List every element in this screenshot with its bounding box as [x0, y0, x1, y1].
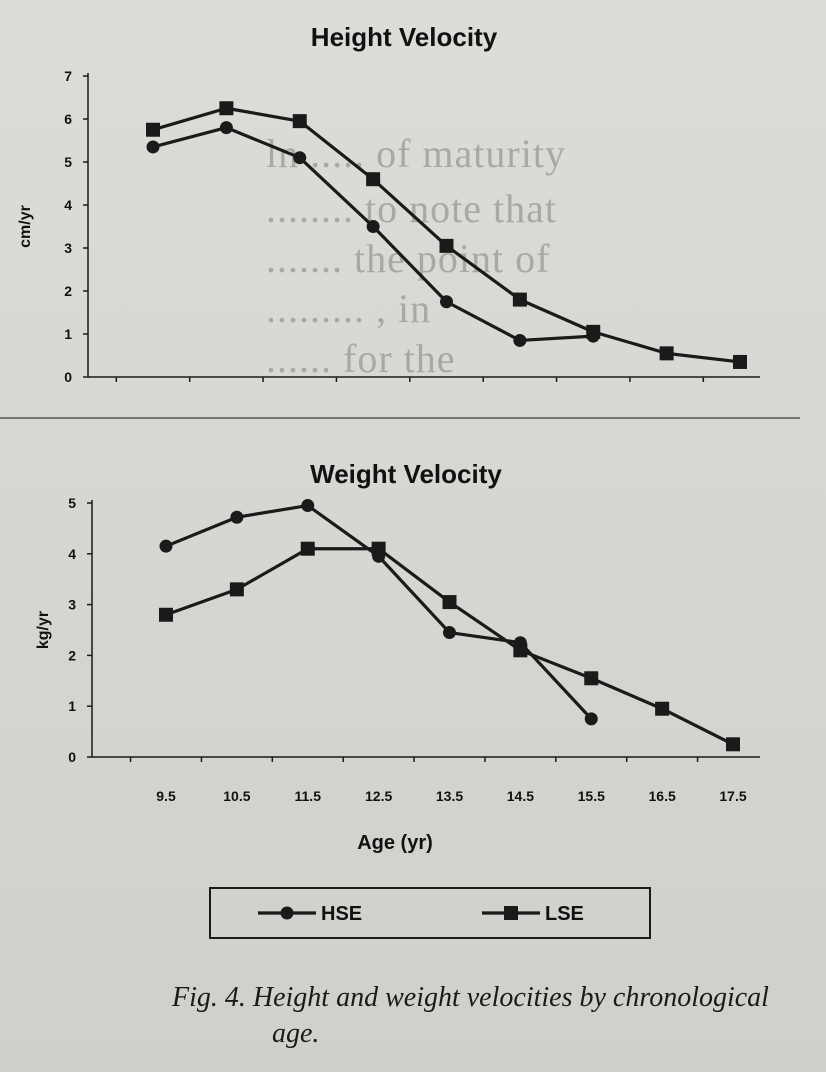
data-point-lse	[292, 114, 307, 129]
data-point-lse	[219, 101, 234, 116]
x-tick-label: 13.5	[436, 788, 463, 804]
data-point-hse	[230, 510, 244, 524]
legend-box	[209, 887, 651, 939]
data-point-hse	[513, 333, 527, 347]
legend-label-lse: LSE	[545, 903, 584, 925]
data-point-lse	[159, 607, 173, 622]
figure-caption: Fig. 4. Height and weight velocities by …	[172, 980, 802, 1052]
data-point-hse	[443, 626, 456, 640]
x-tick-label: 16.5	[649, 788, 676, 804]
data-point-lse	[655, 701, 670, 716]
data-point-lse	[586, 324, 601, 339]
x-tick-label: 14.5	[507, 788, 534, 804]
data-point-lse	[733, 354, 747, 369]
y-tick-label: 3	[68, 597, 76, 613]
y-tick-label: 2	[68, 647, 76, 663]
data-point-lse	[659, 346, 674, 361]
y-tick-label: 2	[64, 283, 72, 299]
chart-title: Weight Velocity	[310, 459, 502, 489]
y-tick-label: 4	[68, 546, 76, 562]
chart-title: Height Velocity	[311, 22, 498, 52]
x-tick-label: 9.5	[156, 788, 176, 804]
data-point-lse	[366, 172, 381, 187]
data-point-lse	[512, 292, 527, 307]
x-tick-label: 11.5	[295, 788, 322, 804]
data-point-hse	[366, 220, 380, 233]
y-tick-label: 1	[68, 698, 76, 714]
height-velocity-chart: Height Velocity 0 1 2 3 4 5 6 7 cm/yr	[17, 22, 760, 385]
data-point-hse	[293, 151, 307, 165]
data-point-lse	[584, 671, 599, 686]
y-tick-label: 5	[64, 154, 72, 170]
weight-velocity-chart: Weight Velocity 0 1 2 3 4 5 9.5 10.5 11.5 12.5 13.5…	[35, 459, 760, 854]
data-point-hse	[146, 140, 160, 154]
series-line-lse	[165, 547, 734, 746]
legend: HSE LSE	[209, 887, 651, 939]
x-tick-label: 10.5	[223, 788, 250, 804]
y-tick-label: 4	[64, 197, 72, 213]
y-tick-label: 0	[64, 369, 72, 385]
y-tick-label: 7	[64, 68, 72, 84]
data-point-lse	[439, 238, 454, 253]
series-line-hse	[165, 503, 593, 720]
data-point-lse	[300, 541, 315, 556]
x-axis-label: Age (yr)	[357, 832, 433, 854]
y-axis-label: cm/yr	[17, 205, 34, 248]
caption-line-1: Fig. 4. Height and weight velocities by …	[172, 982, 769, 1013]
y-tick-label: 5	[68, 495, 76, 511]
data-point-hse	[159, 539, 173, 553]
data-point-lse	[371, 541, 386, 556]
data-point-hse	[219, 121, 233, 135]
legend-marker-lse	[504, 906, 518, 920]
data-point-hse	[584, 712, 598, 726]
y-tick-label: 3	[64, 240, 72, 256]
y-tick-label: 6	[64, 111, 72, 127]
series-line-lse	[152, 106, 741, 364]
x-tick-label: 17.5	[719, 788, 746, 804]
data-point-hse	[440, 295, 453, 309]
data-point-lse	[726, 737, 740, 752]
y-tick-label: 0	[68, 749, 76, 765]
y-tick-label: 1	[64, 326, 72, 342]
legend-label-hse: HSE	[321, 903, 362, 925]
caption-line-2: age.	[272, 1018, 320, 1049]
x-tick-label: 12.5	[365, 788, 392, 804]
y-axis-label: kg/yr	[35, 611, 52, 649]
x-tick-label: 15.5	[578, 788, 605, 804]
data-point-lse	[442, 595, 457, 610]
series-line-hse	[152, 125, 594, 343]
data-point-lse	[146, 122, 160, 137]
legend-marker-hse	[280, 906, 294, 920]
data-point-hse	[301, 499, 315, 513]
data-point-lse	[229, 582, 244, 597]
data-point-lse	[513, 643, 528, 658]
